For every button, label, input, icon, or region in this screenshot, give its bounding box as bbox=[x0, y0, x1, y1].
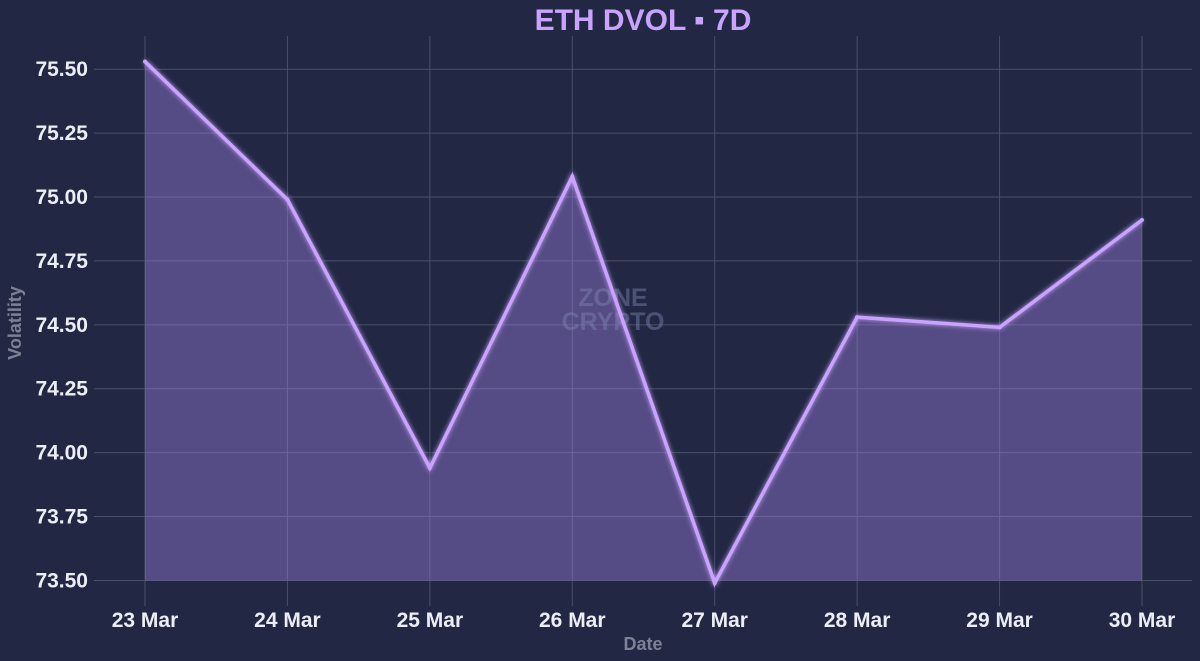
data-point-27-mar bbox=[712, 580, 717, 585]
data-point-23-mar bbox=[143, 59, 147, 64]
x-tick-label: 27 Mar bbox=[681, 609, 748, 632]
y-tick-label: 74.75 bbox=[35, 250, 88, 273]
data-point-30-mar bbox=[1140, 218, 1144, 223]
y-tick-label: 75.50 bbox=[35, 58, 88, 81]
grid bbox=[94, 36, 1192, 606]
y-tick-label: 73.50 bbox=[35, 569, 88, 592]
x-tick-label: 24 Mar bbox=[254, 609, 321, 632]
series-area bbox=[145, 61, 1142, 583]
y-tick-label: 73.75 bbox=[35, 506, 88, 529]
y-tick-label: 74.50 bbox=[35, 314, 88, 337]
x-tick-label: 30 Mar bbox=[1109, 609, 1176, 632]
x-tick-label: 26 Mar bbox=[539, 609, 606, 632]
data-point-29-mar bbox=[997, 325, 1002, 330]
x-tick-label: 25 Mar bbox=[397, 609, 464, 632]
x-tick-label: 23 Mar bbox=[112, 609, 179, 632]
data-point-26-mar bbox=[570, 174, 575, 179]
y-tick-label: 75.25 bbox=[35, 122, 88, 145]
data-point-24-mar bbox=[285, 197, 290, 202]
y-tick-label: 74.00 bbox=[35, 442, 88, 465]
x-tick-label: 28 Mar bbox=[824, 609, 891, 632]
y-axis-title: Volatility bbox=[5, 286, 25, 360]
series-line bbox=[143, 60, 1144, 588]
x-axis-title: Date bbox=[623, 634, 662, 654]
y-tick-label: 74.25 bbox=[35, 378, 88, 401]
data-point-28-mar bbox=[855, 315, 860, 320]
y-tick-label: 75.00 bbox=[35, 186, 88, 209]
series-area-fill bbox=[145, 61, 1142, 583]
data-point-25-mar bbox=[427, 465, 432, 470]
series-line-path bbox=[143, 60, 1144, 588]
watermark-logo: ZONE CRYPTO bbox=[562, 284, 665, 336]
x-tick-label: 29 Mar bbox=[966, 609, 1033, 632]
data-points bbox=[143, 59, 1144, 585]
y-axis-ticks: 73.50 73.75 74.00 74.25 74.50 74.75 75.00 75.25… bbox=[35, 58, 88, 592]
watermark-text-line2: CRYPTO bbox=[562, 308, 665, 336]
x-axis-ticks: 23 Mar 24 Mar 25 Mar 26 Mar 27 Mar 28 Mar 29 M… bbox=[112, 609, 1176, 632]
chart-title: ETH DVOL ▪ 7D bbox=[535, 4, 752, 37]
